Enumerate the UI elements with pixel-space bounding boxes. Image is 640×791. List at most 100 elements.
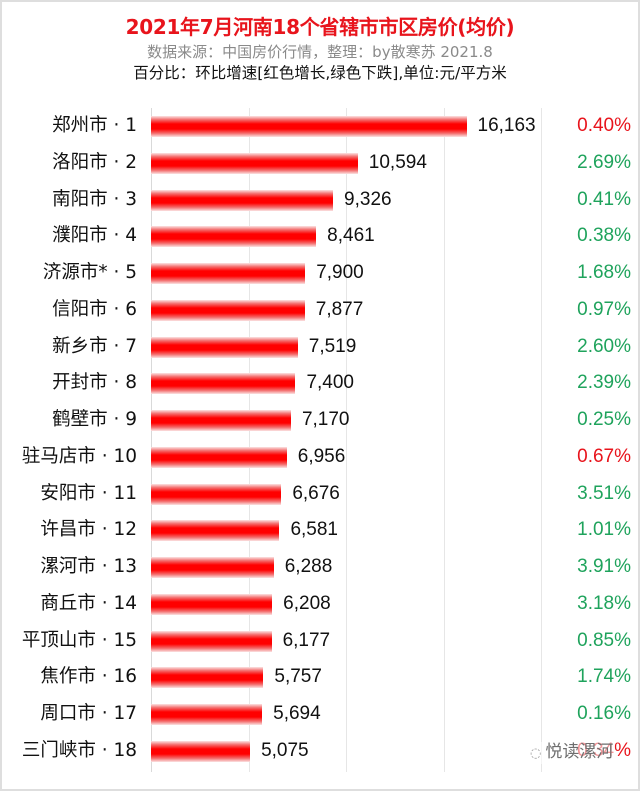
chart-row: 信阳市 · 6 7,877 0.97%	[0, 292, 640, 328]
bar	[151, 593, 273, 615]
value-label: 5,757	[274, 666, 322, 688]
value-label: 8,461	[327, 225, 375, 247]
bar	[151, 667, 264, 689]
chart-row: 漯河市 · 13 6,288 3.91%	[0, 549, 640, 585]
value-label: 6,676	[292, 482, 340, 504]
chart-row: 焦作市 · 16 5,757 1.74%	[0, 659, 640, 695]
bar	[151, 226, 317, 248]
category-label: 安阳市 · 11	[40, 482, 137, 504]
category-label: 郑州市 · 1	[52, 115, 137, 136]
mom-change-label: 3.18%	[577, 592, 631, 614]
mom-change-label: 1.68%	[577, 262, 631, 284]
value-label: 7,400	[306, 372, 354, 394]
value-label: 7,170	[301, 409, 350, 431]
chart-row: 周口市 · 17 5,694 0.16%	[0, 696, 640, 732]
mom-change-label: 2.39%	[577, 372, 631, 394]
bar	[151, 520, 280, 542]
chart-row: 平顶山市 · 15 6,177 0.85%	[0, 623, 640, 659]
value-label: 9,326	[344, 188, 392, 210]
mom-change-label: 2.60%	[577, 335, 631, 357]
category-label: 商丘市 · 14	[40, 592, 137, 614]
mom-change-label: 0.38%	[577, 225, 631, 247]
chart-row: 南阳市 · 3 9,326 0.41%	[0, 182, 640, 218]
bar	[151, 483, 282, 505]
mom-change-label: 0.85%	[577, 629, 631, 651]
gridline	[541, 108, 542, 772]
bar	[151, 630, 272, 652]
bar	[151, 704, 263, 726]
category-label: 新乡市 · 7	[52, 335, 137, 357]
bar	[151, 152, 358, 174]
chart-row: 安阳市 · 11 6,676 3.51%	[0, 476, 640, 512]
mom-change-label: 0.40%	[577, 115, 631, 136]
value-label: 6,177	[282, 629, 331, 651]
watermark-text: 悦读漯河	[545, 742, 614, 762]
wechat-icon: ◌	[530, 746, 542, 761]
category-label: 许昌市 · 12	[40, 519, 137, 541]
chart-row: 新乡市 · 7 7,519 2.60%	[0, 329, 640, 365]
mom-change-label: 3.51%	[577, 482, 631, 504]
bar	[151, 557, 274, 579]
category-label: 濮阳市 · 4	[52, 225, 137, 247]
gridline	[444, 108, 445, 772]
chart-row: 开封市 · 8 7,400 2.39%	[0, 365, 640, 401]
category-label: 鹤壁市 · 9	[52, 409, 137, 431]
mom-change-label: 3.91%	[577, 556, 631, 578]
chart-legend-note: 百分比：环比增速[红色增长,绿色下跌],单位:元/平方米	[133, 64, 507, 82]
bar	[151, 263, 306, 285]
chart-row: 郑州市 · 1 16,163 0.40%	[0, 108, 640, 144]
chart-row: 济源市* · 5 7,900 1.68%	[0, 255, 640, 291]
mom-change-label: 0.41%	[577, 188, 631, 210]
bar	[151, 189, 334, 211]
mom-change-label: 1.01%	[577, 519, 631, 541]
value-label: 7,877	[315, 298, 364, 320]
y-axis-line	[151, 108, 152, 772]
value-label: 7,900	[316, 262, 364, 284]
category-label: 信阳市 · 6	[52, 298, 137, 320]
category-label: 驻马店市 · 10	[21, 445, 137, 467]
mom-change-label: 0.25%	[577, 409, 631, 431]
chart-title: 2021年7月河南18个省辖市市区房价(均价)	[125, 15, 515, 39]
watermark: ◌ 悦读漯河	[528, 742, 616, 764]
value-label: 7,519	[308, 335, 357, 357]
value-label: 6,208	[283, 592, 331, 614]
chart-row: 濮阳市 · 4 8,461 0.38%	[0, 218, 640, 254]
category-label: 济源市* · 5	[42, 262, 137, 284]
chart-row: 许昌市 · 12 6,581 1.01%	[0, 512, 640, 548]
value-label: 6,581	[290, 519, 338, 541]
category-label: 焦作市 · 16	[40, 666, 137, 688]
category-label: 南阳市 · 3	[52, 188, 137, 210]
chart-source-note: 数据来源：中国房价行情，整理：by散寒苏 2021.8	[147, 43, 493, 61]
category-label: 开封市 · 8	[52, 372, 137, 394]
value-label: 16,163	[477, 115, 536, 136]
value-label: 5,075	[261, 739, 309, 761]
gridline	[346, 108, 347, 772]
bar	[151, 446, 287, 468]
bar	[151, 410, 291, 432]
chart-row: 商丘市 · 14 6,208 3.18%	[0, 586, 640, 622]
mom-change-label: 0.16%	[577, 703, 631, 725]
bar	[151, 299, 305, 321]
value-label: 5,694	[273, 703, 321, 725]
chart-row: 洛阳市 · 2 10,594 2.69%	[0, 145, 640, 181]
value-label: 6,956	[297, 445, 346, 467]
category-label: 洛阳市 · 2	[52, 151, 137, 173]
category-label: 周口市 · 17	[40, 703, 137, 725]
mom-change-label: 0.67%	[577, 445, 631, 467]
mom-change-label: 1.74%	[577, 666, 631, 688]
bar	[151, 740, 251, 762]
chart-row: 驻马店市 · 10 6,956 0.67%	[0, 439, 640, 475]
category-label: 三门峡市 · 18	[21, 739, 137, 761]
bar	[151, 373, 296, 395]
gridline	[249, 108, 250, 772]
category-label: 漯河市 · 13	[40, 556, 137, 578]
value-label: 6,288	[284, 556, 333, 578]
category-label: 平顶山市 · 15	[21, 629, 137, 651]
chart-row: 鹤壁市 · 9 7,170 0.25%	[0, 402, 640, 438]
bar	[151, 116, 467, 137]
value-label: 10,594	[368, 151, 427, 173]
mom-change-label: 2.69%	[577, 151, 631, 173]
bar	[151, 336, 298, 358]
mom-change-label: 0.97%	[577, 298, 631, 320]
